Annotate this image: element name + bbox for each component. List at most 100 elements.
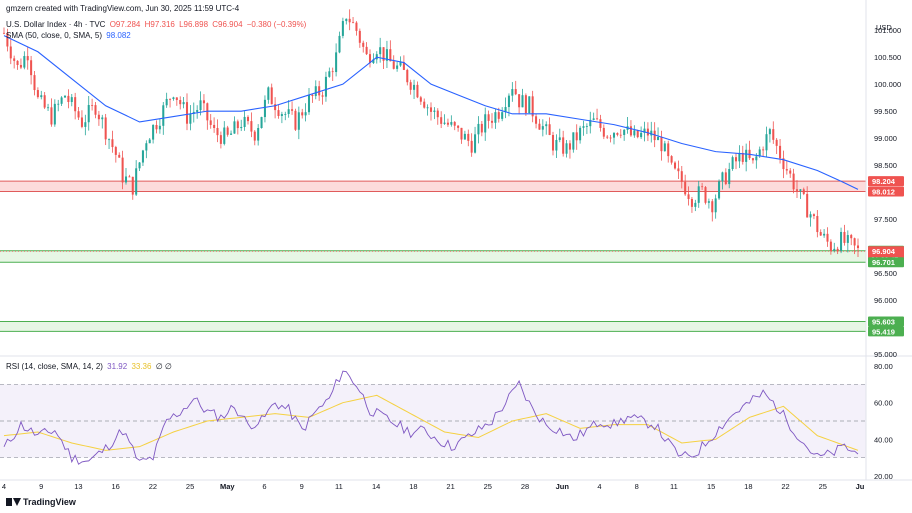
price-tag-label: 98.012 xyxy=(872,187,895,196)
candle-body xyxy=(694,202,697,207)
candle-body xyxy=(396,65,399,69)
candle-body xyxy=(257,127,260,141)
price-tag-label: 95.603 xyxy=(872,317,895,326)
candle-body xyxy=(253,131,256,141)
candle-body xyxy=(67,95,70,103)
price-tick-label: 97.500 xyxy=(874,215,897,224)
ohlc-high: H97.316 xyxy=(144,20,175,29)
time-tick-label: 8 xyxy=(635,482,639,491)
candle-body xyxy=(63,95,67,98)
tradingview-logo-icon xyxy=(6,498,21,506)
candle-body xyxy=(535,116,538,124)
candle-body xyxy=(511,89,514,96)
symbol-name[interactable]: U.S. Dollar Index · 4h · TVC xyxy=(6,20,106,29)
time-tick-label: 9 xyxy=(300,482,304,491)
candle-body xyxy=(484,114,487,133)
candle-body xyxy=(172,97,175,99)
candle-body xyxy=(762,149,765,151)
candle-body xyxy=(609,137,612,139)
candle-body xyxy=(216,127,219,136)
symbol-legend[interactable]: U.S. Dollar Index · 4h · TVC O97.284 H97… xyxy=(6,20,308,30)
tradingview-footer[interactable]: TradingView xyxy=(6,497,76,507)
candle-body xyxy=(785,169,788,171)
candle-body xyxy=(135,168,138,195)
candle-body xyxy=(209,120,212,125)
candle-body xyxy=(582,126,585,128)
candle-body xyxy=(707,201,710,203)
candle-body xyxy=(450,122,453,125)
candle-body xyxy=(2,32,6,34)
candle-body xyxy=(213,124,216,128)
price-tick-label: 96.500 xyxy=(874,269,897,278)
candle-body xyxy=(179,100,182,105)
candle-body xyxy=(274,104,277,111)
candle-body xyxy=(585,126,588,127)
candle-body xyxy=(206,103,209,121)
price-tag xyxy=(868,316,904,327)
candle-body xyxy=(480,123,483,133)
candle-body xyxy=(267,87,270,100)
candle-body xyxy=(189,113,192,124)
candle-body xyxy=(348,18,351,23)
candle-body xyxy=(592,118,595,120)
candle-body xyxy=(677,168,680,172)
candle-body xyxy=(223,127,226,144)
candle-body xyxy=(355,22,358,31)
time-tick-label: 9 xyxy=(39,482,43,491)
candle-body xyxy=(704,187,707,203)
candle-body xyxy=(182,102,185,105)
candle-body xyxy=(660,136,663,152)
candle-body xyxy=(657,136,660,141)
candle-body xyxy=(57,103,60,105)
candle-body xyxy=(392,61,395,69)
candle-body xyxy=(718,181,721,199)
time-tick-label: 22 xyxy=(781,482,789,491)
candle-body xyxy=(521,95,524,108)
rsi-legend[interactable]: RSI (14, close, SMA, 14, 2) 31.92 33.36 … xyxy=(6,362,174,372)
support-zone xyxy=(0,250,866,263)
candle-body xyxy=(477,123,480,135)
candle-body xyxy=(341,21,344,36)
candle-body xyxy=(789,170,792,174)
candle-body xyxy=(121,157,124,183)
candle-body xyxy=(277,110,280,116)
candle-body xyxy=(284,113,287,115)
sma-legend[interactable]: SMA (50, close, 0, SMA, 5) 98.082 xyxy=(6,31,133,41)
candle-body xyxy=(812,214,815,217)
rsi-extra: ∅ ∅ xyxy=(155,362,172,371)
candle-body xyxy=(443,122,446,124)
candle-body xyxy=(474,134,477,153)
candle-body xyxy=(169,98,172,100)
resistance-zone xyxy=(0,181,866,192)
candle-body xyxy=(30,60,33,76)
candle-body xyxy=(141,150,144,163)
candle-body xyxy=(850,235,853,239)
candle-body xyxy=(673,162,677,169)
candle-body xyxy=(433,110,436,112)
candle-body xyxy=(413,84,416,90)
candle-body xyxy=(826,233,829,242)
candle-body xyxy=(385,49,388,61)
candle-body xyxy=(294,110,297,130)
rsi-value: 31.92 xyxy=(107,362,128,371)
candle-body xyxy=(460,127,463,140)
candle-body xyxy=(687,194,690,200)
ohlc-low: L96.898 xyxy=(179,20,209,29)
time-tick-label: Jun xyxy=(556,482,570,491)
candle-body xyxy=(809,214,812,218)
candle-body xyxy=(775,139,778,146)
candle-body xyxy=(138,162,141,169)
candle-body xyxy=(26,56,29,61)
candle-body xyxy=(148,139,151,144)
candle-body xyxy=(240,126,243,129)
candle-body xyxy=(629,126,632,136)
rsi-label[interactable]: RSI (14, close, SMA, 14, 2) xyxy=(6,362,103,371)
candle-body xyxy=(368,54,372,64)
candle-body xyxy=(60,97,63,104)
candle-body xyxy=(457,125,460,128)
candle-body xyxy=(765,134,768,151)
candle-body xyxy=(436,110,439,118)
ohlc-close: C96.904 xyxy=(212,20,243,29)
sma-label[interactable]: SMA (50, close, 0, SMA, 5) xyxy=(6,31,103,40)
